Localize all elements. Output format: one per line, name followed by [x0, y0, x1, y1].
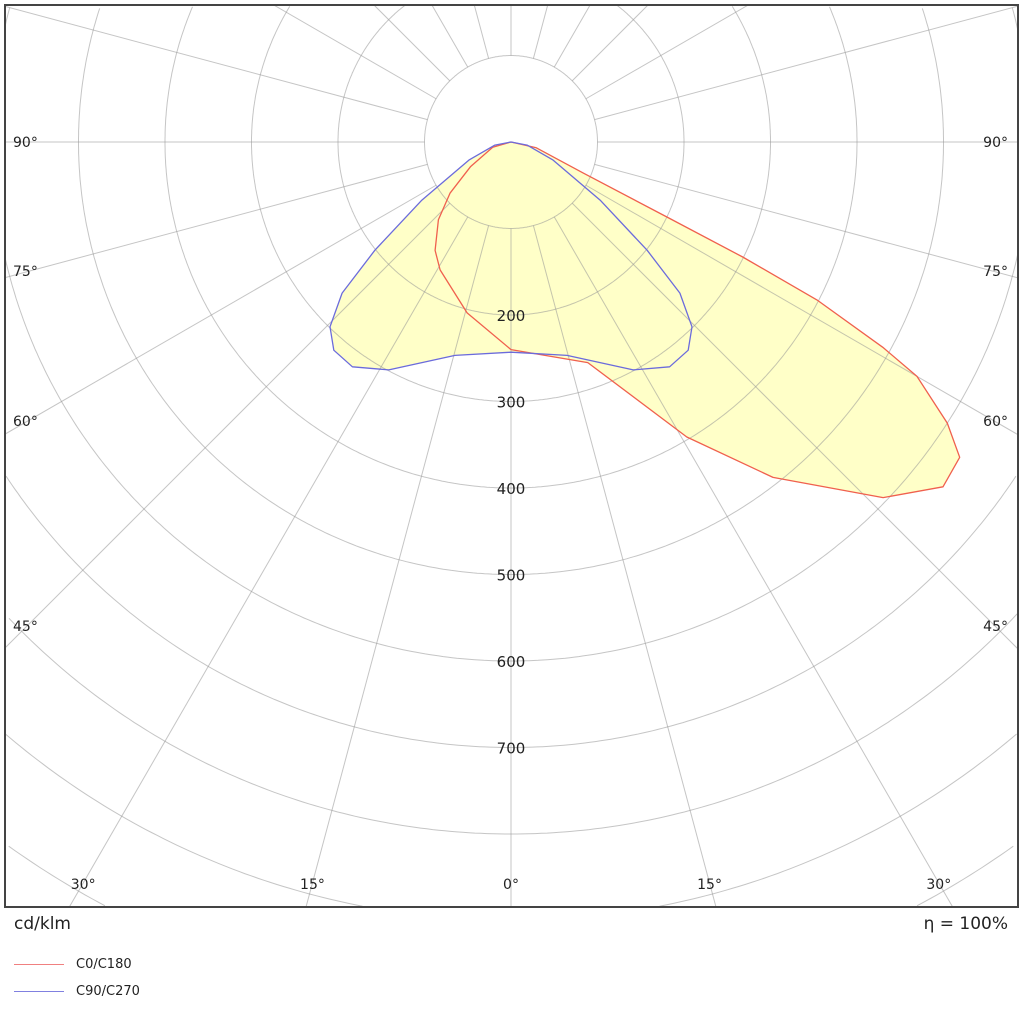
grid-spoke [585, 184, 1018, 436]
chart-frame [4, 4, 1019, 908]
radial-tick-label: 400 [497, 480, 526, 498]
series-line-c0-c180 [434, 141, 961, 499]
grid-spoke [305, 225, 490, 907]
grid-spoke [532, 5, 549, 59]
legend-swatch-blue [14, 991, 64, 992]
grid-spoke [473, 5, 490, 59]
grid-ring [164, 6, 858, 489]
radial-tick-label: 600 [497, 653, 526, 671]
angle-label-left: 60° [13, 414, 38, 430]
grid-spoke [594, 163, 1018, 279]
angle-label-left: 45° [13, 619, 38, 635]
grid-ring [251, 6, 771, 402]
grid-spoke [585, 5, 749, 100]
angle-label-left: 90° [13, 135, 38, 151]
grid-spoke [5, 163, 428, 279]
grid-spoke [68, 216, 469, 907]
unit-label: cd/klm [14, 914, 71, 934]
grid-spoke [373, 5, 451, 82]
legend-label: C90/C270 [76, 984, 140, 999]
legend-swatch-red [14, 964, 64, 965]
angle-label-bottom: 15° [697, 877, 722, 893]
angle-label-left: 75° [13, 264, 38, 280]
grid-spoke [5, 184, 437, 435]
grid-ring [8, 845, 1014, 907]
angle-label-bottom: 30° [71, 877, 96, 893]
radial-tick-label: 500 [497, 567, 526, 585]
angle-label-right: 45° [983, 619, 1008, 635]
grid-spoke [594, 5, 1018, 121]
angle-label-bottom: 30° [926, 877, 951, 893]
grid-ring [5, 475, 1017, 748]
radial-tick-label: 200 [497, 307, 526, 325]
grid-ring [5, 7, 1018, 662]
legend-label: C0/C180 [76, 957, 132, 972]
grid-ring [5, 733, 1017, 907]
legend-item-c0-c180: C0/C180 [14, 957, 132, 972]
legend-item-c90-c270: C90/C270 [14, 984, 140, 999]
grid-spoke [273, 5, 437, 100]
grid-ring [8, 613, 1018, 835]
grid-spoke [532, 225, 717, 907]
radial-tick-label: 700 [497, 740, 526, 758]
angle-label-right: 90° [983, 135, 1008, 151]
angle-label-right: 60° [983, 414, 1008, 430]
grid-spoke [553, 5, 591, 68]
angle-label-right: 75° [983, 264, 1008, 280]
series-line-c90-c270 [329, 141, 693, 371]
grid-ring [337, 5, 685, 316]
grid-spoke [571, 202, 1018, 650]
grid-spoke [5, 202, 451, 649]
grid-spoke [431, 5, 469, 68]
angle-label-bottom: 0° [503, 877, 519, 893]
grid-spoke [571, 5, 649, 82]
efficiency-label: η = 100% [923, 914, 1008, 934]
radial-tick-label: 300 [497, 394, 526, 412]
grid-spoke [553, 216, 954, 907]
grid-spoke [5, 5, 428, 121]
angle-label-bottom: 15° [300, 877, 325, 893]
